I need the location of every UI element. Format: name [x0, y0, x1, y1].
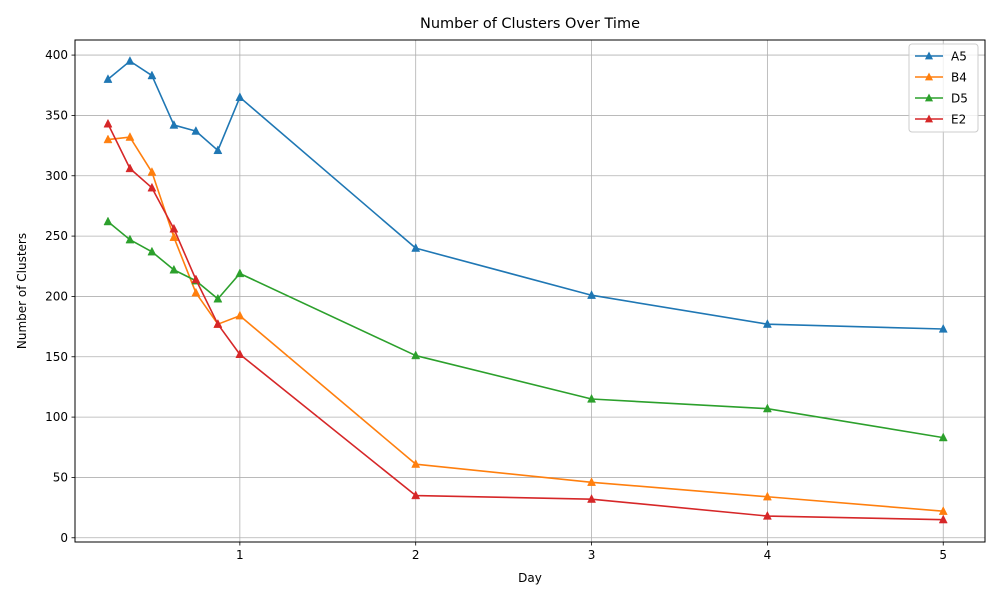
legend-label: E2 — [951, 113, 966, 127]
data-point — [938, 323, 948, 333]
data-point — [587, 393, 597, 403]
data-point — [169, 264, 179, 274]
data-point — [762, 511, 772, 520]
series-A5 — [103, 56, 948, 333]
y-tick-label: 300 — [45, 169, 68, 183]
y-axis-label: Number of Clusters — [15, 233, 29, 349]
y-tick-label: 350 — [45, 108, 68, 122]
x-axis-label: Day — [518, 571, 542, 585]
plot-frame — [74, 39, 986, 543]
series-E2 — [103, 118, 948, 524]
data-point — [147, 167, 157, 176]
legend-item-D5: D5 — [915, 92, 968, 106]
legend-label: B4 — [951, 71, 967, 85]
data-point — [411, 490, 421, 500]
legend-marker — [924, 93, 934, 102]
data-point — [125, 56, 135, 65]
legend-item-B4: B4 — [915, 71, 967, 85]
data-point — [147, 182, 157, 192]
legend-item-A5: A5 — [915, 50, 967, 64]
data-point — [235, 310, 245, 320]
legend-marker — [924, 51, 934, 60]
legend-item-E2: E2 — [915, 113, 966, 127]
data-point — [938, 432, 948, 442]
series-group — [103, 56, 948, 524]
data-point — [213, 145, 223, 155]
y-tick-label: 0 — [60, 531, 68, 545]
y-tick-label: 150 — [45, 350, 68, 364]
data-point — [103, 216, 113, 226]
x-tick-label: 1 — [236, 548, 244, 562]
data-point — [191, 287, 201, 297]
data-point — [938, 506, 948, 515]
data-point — [147, 70, 157, 80]
data-point — [411, 350, 421, 360]
y-axis: 0 50 100 150 200 250 300 350 400 — [45, 48, 75, 545]
grid — [75, 40, 985, 542]
legend-label: A5 — [951, 50, 967, 64]
data-point — [191, 126, 201, 135]
chart-title: Number of Clusters Over Time — [420, 16, 640, 32]
data-point — [169, 120, 179, 129]
y-tick-label: 200 — [45, 289, 68, 303]
data-point — [213, 319, 223, 328]
data-point — [587, 290, 597, 299]
x-tick-label: 5 — [939, 548, 947, 562]
data-point — [125, 234, 135, 244]
y-tick-label: 250 — [45, 229, 68, 243]
x-tick-label: 4 — [764, 548, 772, 562]
legend-label: D5 — [951, 92, 968, 106]
x-axis: 1 2 3 4 5 — [236, 542, 947, 562]
data-point — [411, 243, 421, 252]
data-point — [235, 349, 245, 358]
data-point — [762, 491, 772, 501]
legend: A5 B4 D5 E2 — [908, 43, 979, 133]
data-point — [169, 223, 179, 233]
legend-marker — [924, 114, 934, 123]
y-tick-label: 400 — [45, 48, 68, 62]
x-tick-label: 2 — [412, 548, 420, 562]
data-point — [103, 74, 113, 83]
data-point — [125, 163, 135, 173]
data-point — [103, 118, 113, 128]
data-point — [147, 246, 157, 256]
data-point — [235, 92, 245, 101]
data-point — [213, 293, 223, 303]
x-tick-label: 3 — [588, 548, 596, 562]
legend-frame — [908, 43, 979, 133]
y-tick-label: 50 — [53, 470, 68, 484]
data-point — [411, 459, 421, 468]
data-point — [587, 494, 597, 503]
data-point — [762, 319, 772, 328]
data-point — [103, 134, 113, 144]
data-point — [587, 477, 597, 486]
data-point — [762, 403, 772, 413]
data-point — [125, 132, 135, 141]
data-point — [169, 232, 179, 241]
data-point — [235, 268, 245, 278]
legend-marker — [924, 72, 934, 81]
data-point — [938, 514, 948, 524]
data-point — [191, 274, 201, 284]
y-tick-label: 100 — [45, 410, 68, 424]
